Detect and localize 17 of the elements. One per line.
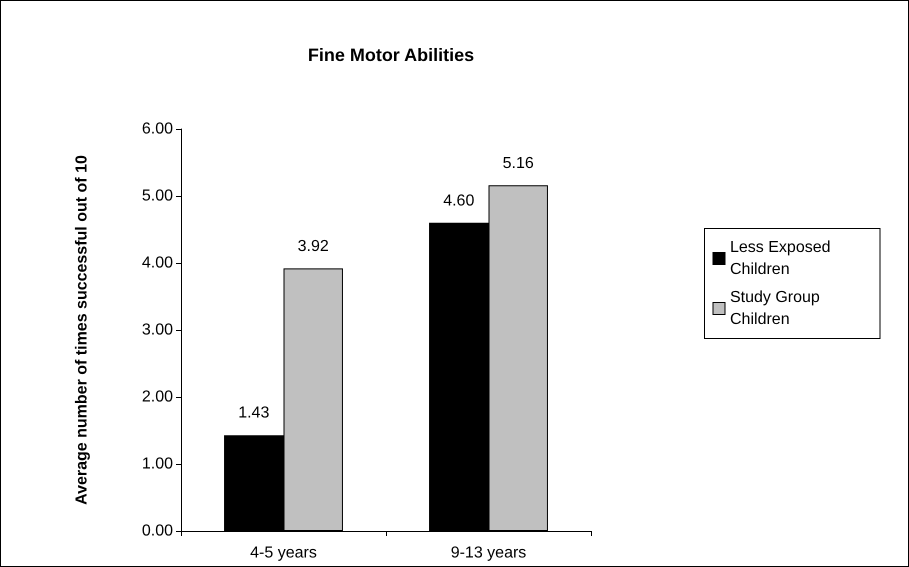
data-label: 5.16 <box>502 154 534 172</box>
x-tick-label: 9-13 years <box>450 544 526 562</box>
y-tick-label: 3.00 <box>142 322 174 338</box>
y-tick-label: 2.00 <box>142 388 174 406</box>
x-tick-label: 4-5 years <box>250 544 317 562</box>
legend-label: Less Exposed Children <box>730 239 835 278</box>
legend-label: Study Group Children <box>730 289 824 328</box>
data-label: 1.43 <box>238 404 270 422</box>
y-tick-label: 5.00 <box>142 188 174 204</box>
y-tick-label: 6.00 <box>142 120 174 138</box>
data-label: 3.92 <box>298 238 329 255</box>
y-tick-label: 1.00 <box>142 456 174 472</box>
data-label: 4.60 <box>443 192 474 210</box>
chart-title: Fine Motor Abilities <box>308 45 474 65</box>
y-tick-label: 0.00 <box>142 522 174 540</box>
y-tick-label: 4.00 <box>142 254 174 272</box>
y-axis-title: Average number of times successful out of 10 <box>74 155 90 505</box>
